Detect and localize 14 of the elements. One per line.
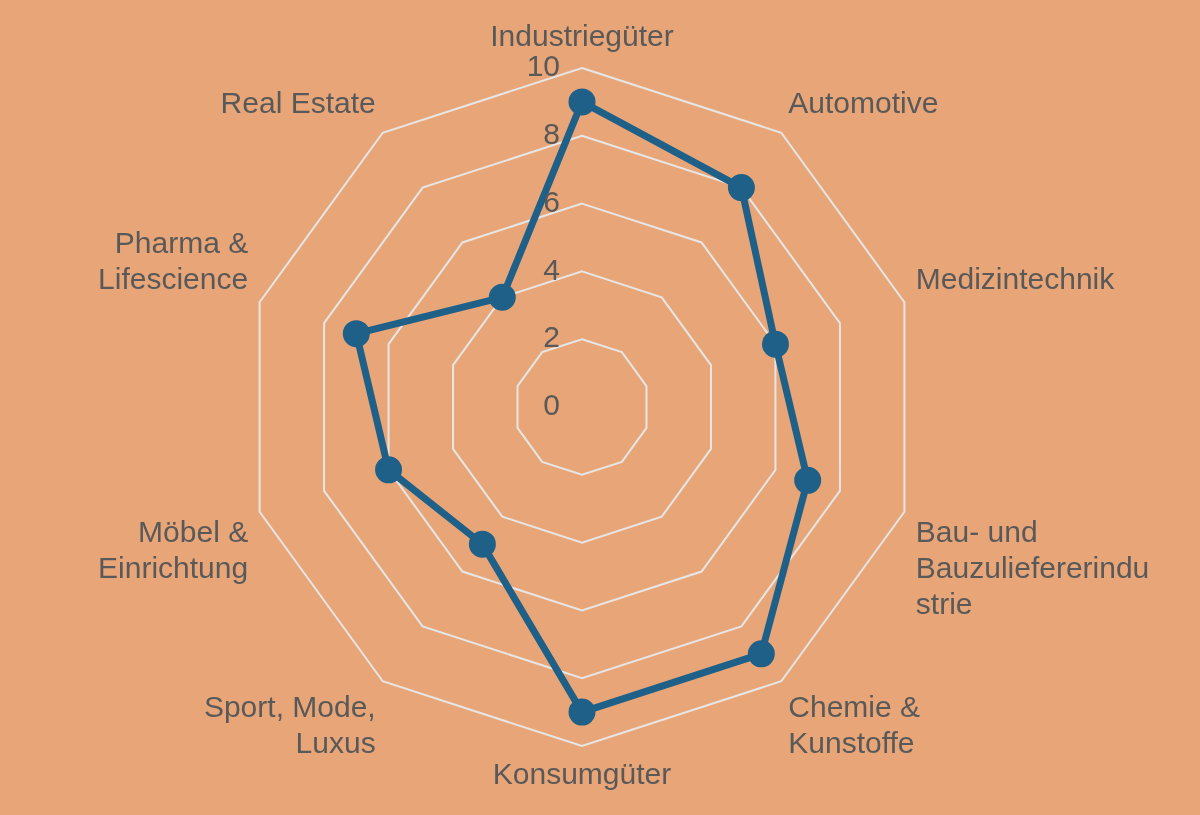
y-tick-label: 0	[543, 388, 560, 422]
spoke-label: Real Estate	[220, 86, 376, 120]
spoke-label: Automotive	[788, 86, 939, 120]
spoke-label: Konsumgüter	[492, 757, 672, 791]
spoke-label: Sport, Mode, Luxus	[203, 690, 376, 760]
y-tick-label: 8	[543, 117, 560, 151]
spoke-label: Chemie & Kunstoffe	[788, 690, 921, 760]
spoke-label: Möbel & Einrichtung	[98, 514, 249, 584]
spoke-label: Medizintechnik	[915, 261, 1116, 295]
y-tick-label: 2	[543, 320, 560, 354]
spoke-label: Pharma & Lifescience	[98, 225, 249, 295]
spoke-label: Bau- und Bauzuliefererindustrie	[915, 514, 1150, 620]
y-tick-label: 6	[543, 184, 560, 218]
y-tick-label: 4	[543, 252, 560, 286]
